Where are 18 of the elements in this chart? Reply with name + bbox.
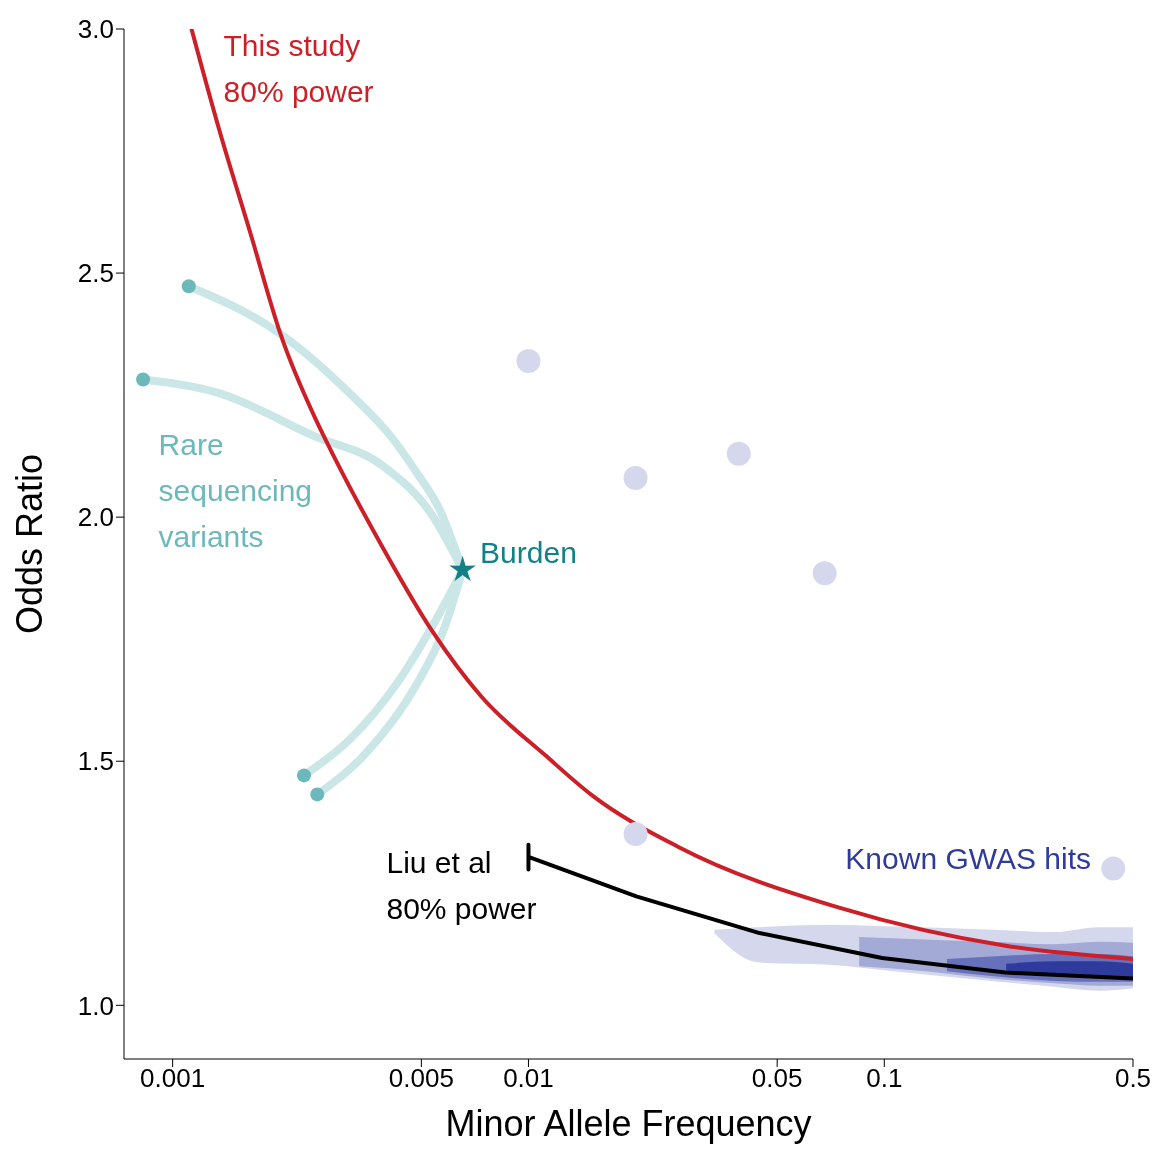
series-label: Liu et al 80% power — [386, 845, 537, 925]
y-tick-label: 2.0 — [77, 502, 114, 533]
y-tick-label: 3.0 — [77, 14, 114, 45]
y-tick-label: 1.0 — [77, 990, 114, 1021]
x-tick-label: 0.001 — [140, 1063, 206, 1094]
y-tick-label: 1.5 — [77, 746, 114, 777]
series-label: This study 80% power — [223, 28, 374, 108]
y-tick-label: 2.5 — [77, 258, 114, 289]
x-tick-label: 0.5 — [1114, 1063, 1152, 1094]
x-tick-label: 0.01 — [503, 1063, 554, 1094]
y-axis-title: Odds Ratio — [8, 453, 50, 635]
series-label: Burden — [480, 535, 577, 569]
x-tick-label: 0.1 — [866, 1063, 903, 1094]
x-tick-label: 0.05 — [751, 1063, 803, 1094]
x-tick-label: 0.005 — [388, 1063, 454, 1094]
series-label: Rare sequencing variants — [158, 427, 313, 553]
legend-label: Known GWAS hits — [845, 841, 1091, 875]
x-axis-title: Minor Allele Frequency — [445, 1103, 812, 1144]
